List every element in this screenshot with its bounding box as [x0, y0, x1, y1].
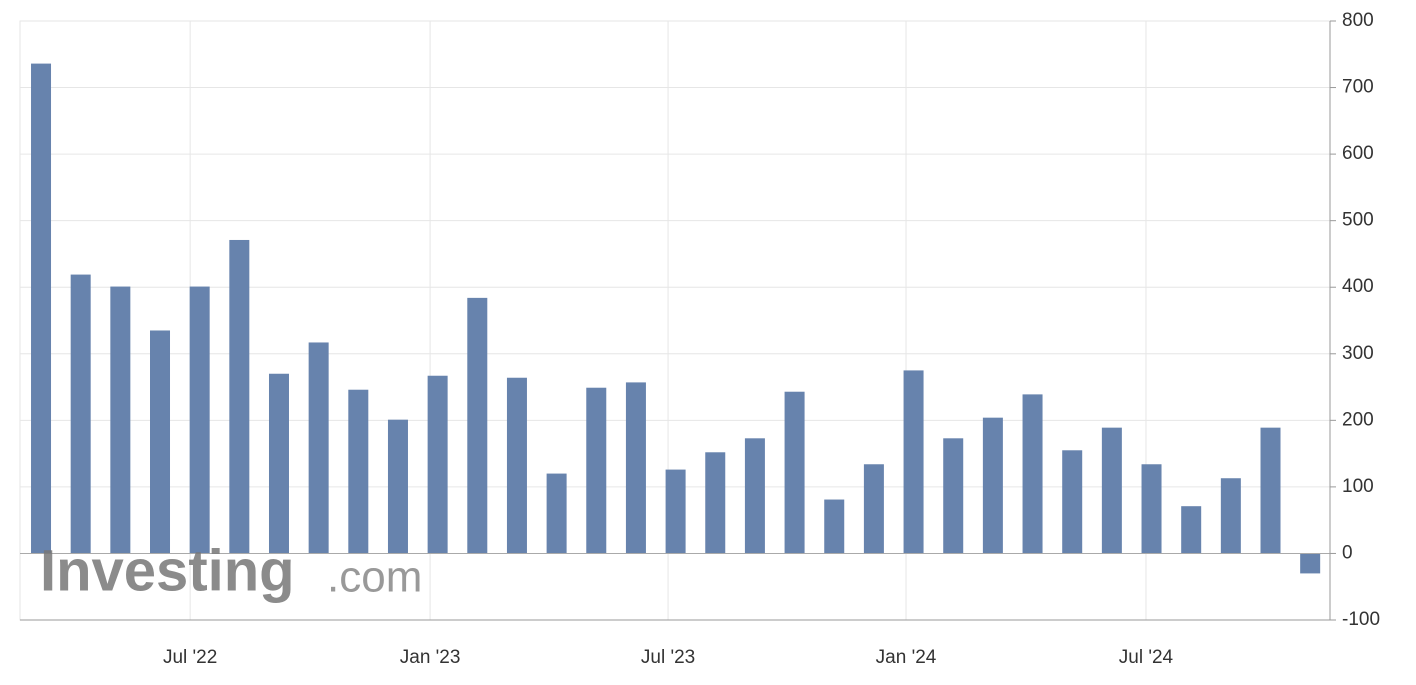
y-tick-label: 100: [1342, 476, 1374, 497]
bar: [1260, 427, 1281, 554]
bar: [387, 419, 408, 554]
bar: [229, 239, 250, 554]
bar: [863, 464, 884, 554]
y-tick-label: 300: [1342, 343, 1374, 364]
bar: [427, 375, 448, 554]
y-tick-label: -100: [1342, 609, 1380, 630]
bar: [546, 473, 567, 554]
bar: [1141, 464, 1162, 554]
bar: [1220, 478, 1241, 554]
watermark-suffix: .com: [327, 553, 422, 602]
bar: [705, 452, 726, 554]
x-tick-label: Jul '22: [163, 647, 217, 668]
axes: -100 0 100 200 300 400 500 600 700 800 Jul '22 Jan …: [20, 10, 1380, 668]
bar: [189, 286, 210, 554]
x-tick-label: Jul '24: [1119, 647, 1174, 668]
bar: [1101, 427, 1122, 554]
bar: [903, 370, 924, 554]
y-tick-label: 0: [1342, 542, 1353, 563]
bar: [625, 382, 646, 554]
bar: [784, 391, 805, 554]
bar: [1062, 450, 1083, 554]
bar: [110, 286, 131, 554]
bar: [308, 342, 329, 554]
bar: [348, 389, 369, 554]
x-tick-label: Jan '23: [400, 647, 461, 668]
y-tick-label: 200: [1342, 409, 1374, 430]
bar: [586, 387, 607, 554]
bar: [824, 499, 845, 554]
x-tick-label: Jan '24: [876, 647, 937, 668]
bar: [506, 377, 527, 554]
bar: [1022, 394, 1043, 554]
bar: [665, 469, 686, 554]
bar: [943, 438, 964, 554]
bar: [268, 373, 289, 554]
y-tick-label: 400: [1342, 276, 1374, 297]
bar: [150, 330, 171, 554]
x-tick-label: Jul '23: [641, 647, 695, 668]
watermark-brand: Investing: [40, 538, 295, 603]
bar: [1300, 553, 1321, 574]
y-tick-label: 500: [1342, 210, 1374, 231]
bar: [31, 63, 52, 554]
y-tick-label: 600: [1342, 143, 1374, 164]
y-tick-label: 800: [1342, 10, 1374, 31]
bar: [70, 274, 91, 554]
bar: [744, 438, 765, 554]
bar: [982, 417, 1003, 554]
bar: [1181, 506, 1202, 554]
y-tick-label: 700: [1342, 77, 1374, 98]
bar: [467, 297, 488, 554]
bars: [31, 63, 1321, 574]
